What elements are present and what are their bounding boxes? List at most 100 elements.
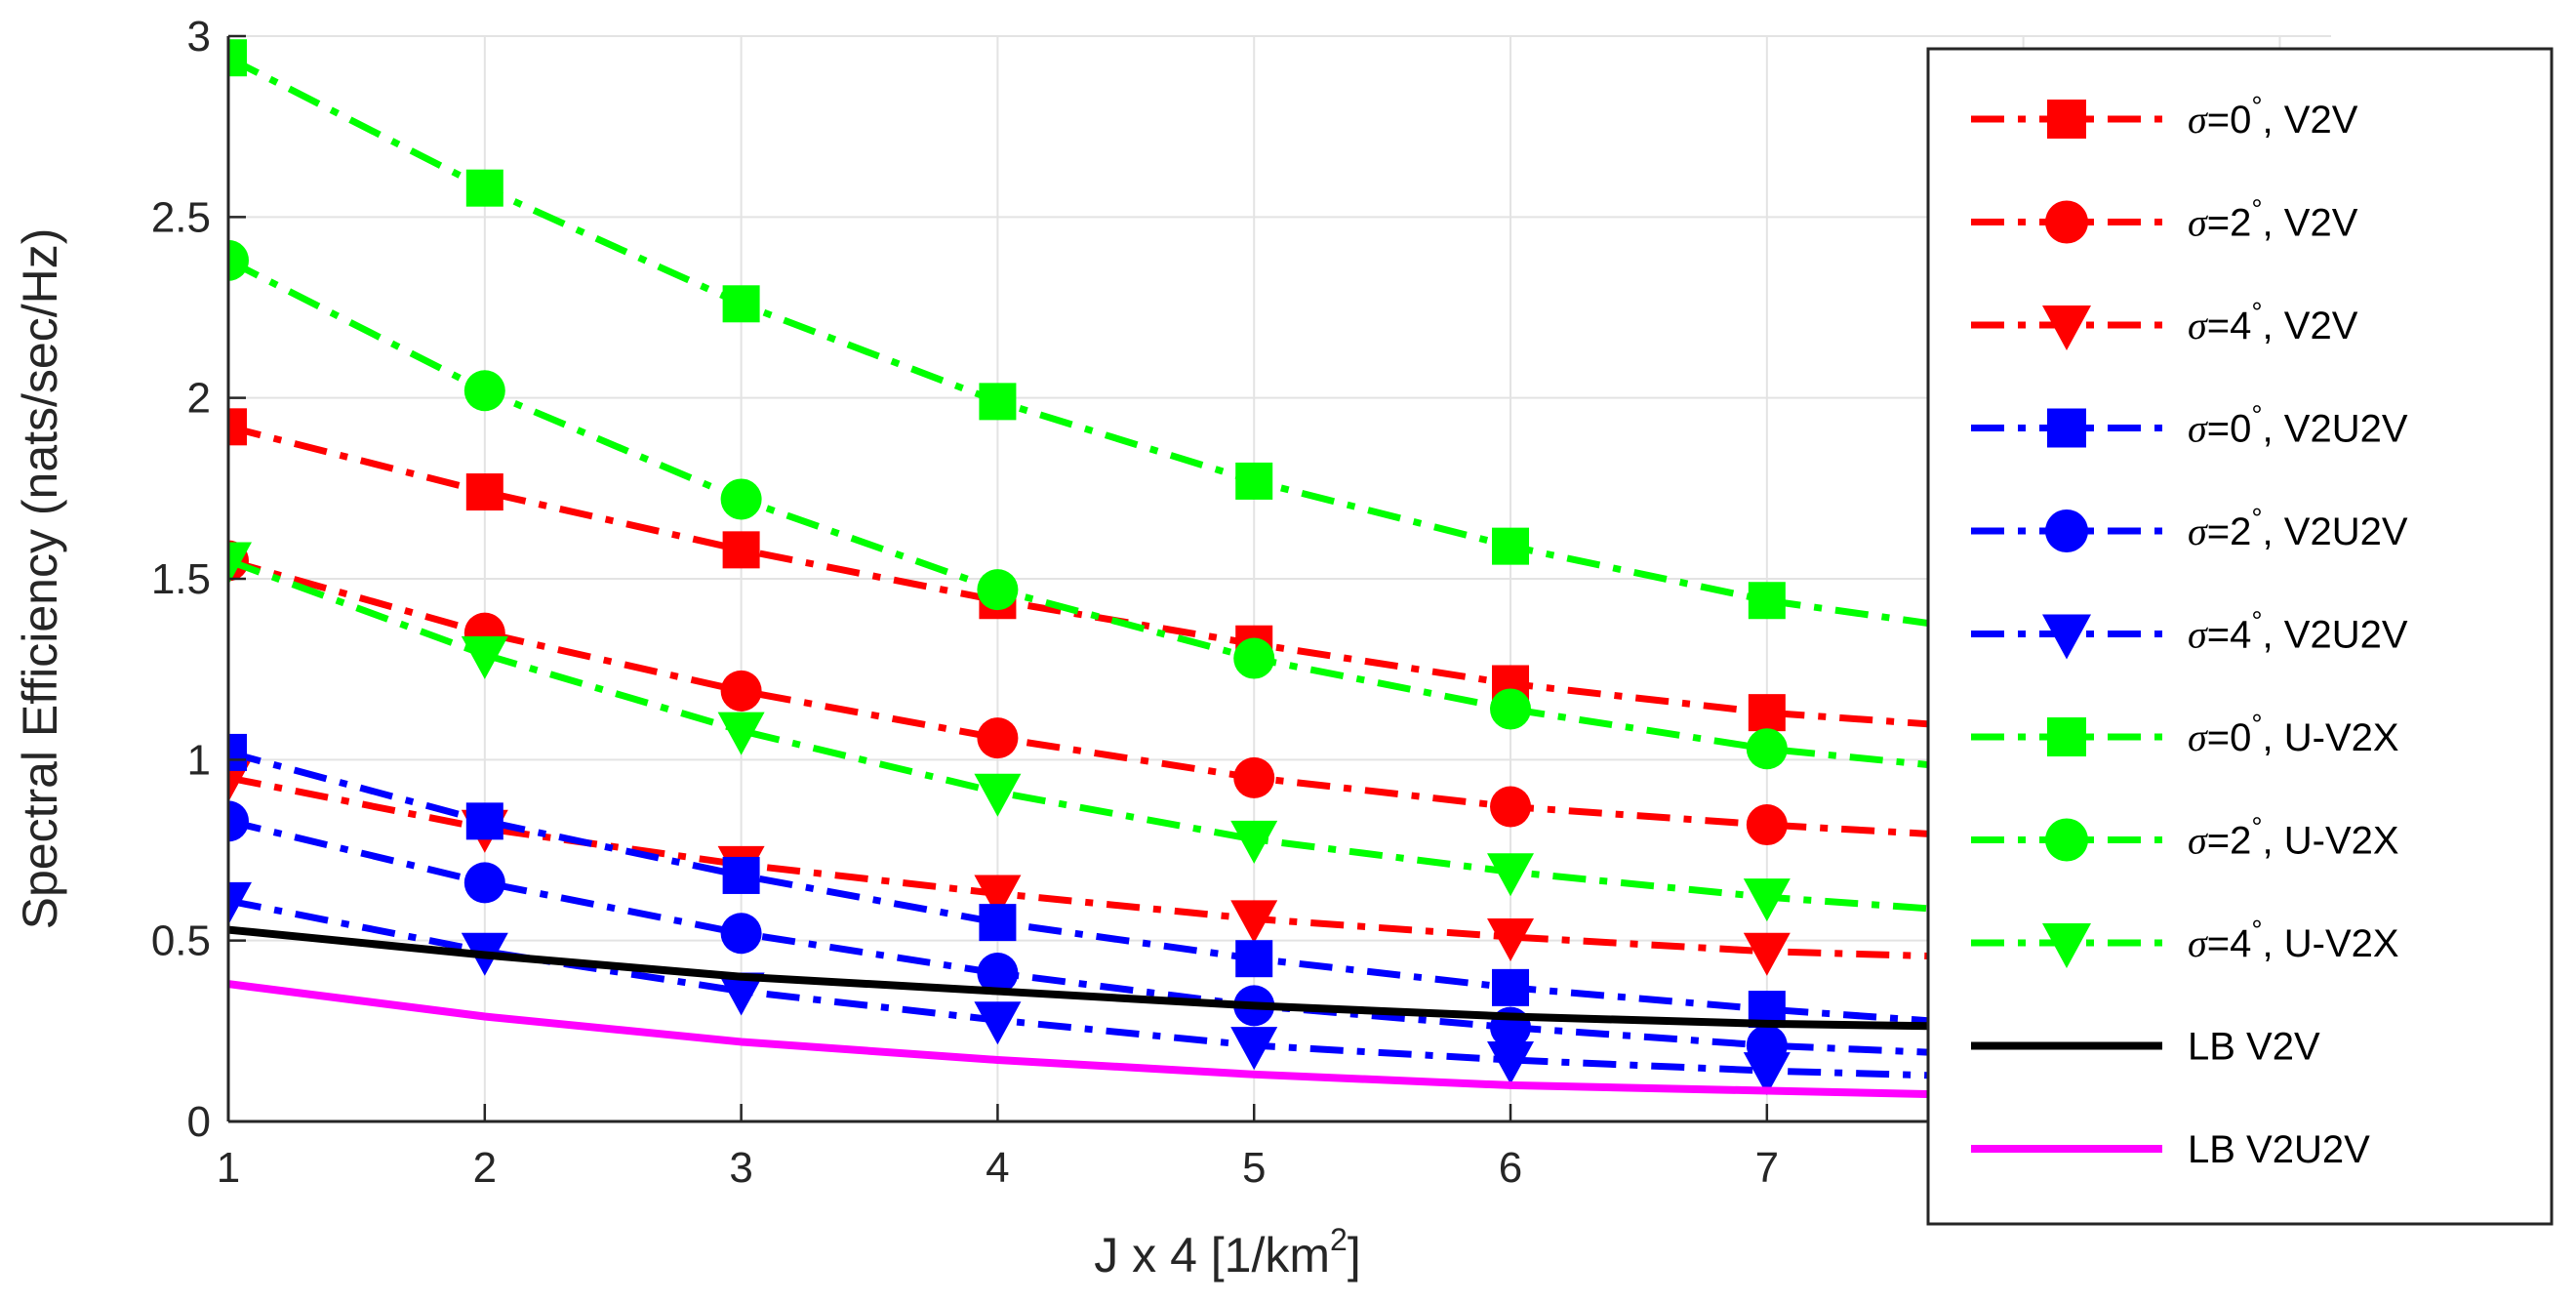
data-point [1487,917,1535,961]
data-point [1490,688,1532,730]
legend-marker [2045,200,2088,244]
legend-entry: σ=0°, V2U2V [1971,400,2408,451]
legend-marker [2047,717,2086,756]
data-point [463,370,505,412]
series-group [228,39,2304,1110]
legend-label: σ=0°, U-V2X [2188,709,2399,759]
data-point [722,285,760,323]
data-point [1743,932,1791,976]
data-point [977,953,1019,995]
x-axis-label: J x 4 [1/km2] [1094,1222,1360,1283]
data-point [1748,582,1786,620]
data-point [1487,1040,1535,1084]
data-point [1746,804,1788,846]
legend-label: σ=4°, U-V2X [2188,915,2399,965]
x-tick-label: 1 [217,1144,240,1192]
legend-label: σ=4°, V2V [2188,297,2358,347]
legend-marker [2045,818,2088,862]
data-point [228,408,247,446]
legend-entry: LB V2V [1971,1026,2320,1069]
legend-label: σ=0°, V2U2V [2188,400,2408,451]
x-tick-label: 7 [1755,1144,1779,1192]
x-tick-label: 3 [729,1144,752,1192]
legend-marker [2047,100,2086,139]
data-point [465,802,503,840]
legend-entry: σ=0°, U-V2X [1971,709,2399,759]
legend: σ=0°, V2V σ=2°, V2V σ=4°, V2V σ=0°, V2U2V σ=… [1926,47,2554,1226]
legend-marker [2047,408,2086,448]
data-point [228,881,252,925]
legend-marker [2045,509,2088,552]
data-point [228,733,247,771]
legend-entry: σ=2°, U-V2X [1971,812,2399,863]
data-point [1235,462,1273,500]
data-point [717,972,765,1016]
data-point [1743,1052,1791,1096]
data-point [465,169,503,207]
x-axis-label-superscript: 2 [1330,1222,1348,1257]
x-axis-label-main: J x 4 [1/km [1094,1228,1330,1283]
data-point [974,1001,1022,1045]
x-tick-label: 4 [986,1144,1009,1192]
data-point [1487,853,1535,897]
data-point [977,569,1019,611]
x-tick-label: 5 [1242,1144,1266,1192]
data-point [1748,694,1786,732]
x-tick-label: 2 [473,1144,497,1192]
legend-label: LB V2U2V [2188,1128,2370,1171]
legend-entry: σ=2°, V2V [1971,194,2358,245]
data-point [974,773,1022,817]
legend-entry: σ=4°, U-V2X [1971,915,2399,968]
data-point [722,856,760,894]
data-point [228,542,252,586]
data-point [717,712,765,755]
data-point [1233,637,1275,679]
legend-box [1926,47,2554,1226]
data-point [1492,968,1530,1006]
data-point [1230,1027,1278,1071]
y-tick-label: 2.5 [151,193,211,241]
data-point [1235,940,1273,978]
data-point [1230,900,1278,944]
y-tick-label: 0 [187,1098,211,1146]
data-point [722,531,760,569]
data-point [228,800,249,842]
data-point [1743,878,1791,922]
legend-entry: LB V2U2V [1971,1128,2370,1171]
y-tick-label: 2 [187,375,211,423]
legend-label: σ=2°, V2U2V [2188,503,2408,553]
y-tick-label: 1.5 [151,555,211,603]
legend-entry: σ=2°, V2U2V [1971,503,2408,553]
legend-entry: σ=4°, V2U2V [1971,606,2408,660]
axes: 12345678900.511.522.53 [151,13,2331,1192]
legend-label: σ=2°, V2V [2188,194,2358,245]
series-line [228,557,2280,926]
data-point [1233,756,1275,798]
legend-label: σ=0°, V2V [2188,91,2358,142]
data-point [465,473,503,511]
data-point [974,875,1022,918]
legend-marker [2042,923,2091,968]
legend-entry: σ=4°, V2V [1971,297,2358,350]
legend-entry: σ=0°, V2V [1971,91,2358,142]
x-tick-label: 6 [1499,1144,1522,1192]
data-point [1490,786,1532,828]
y-axis-label: Spectral Efficiency (nats/sec/Hz) [13,228,67,930]
data-point [1746,728,1788,770]
data-point [228,239,249,281]
x-axis-label-suffix: ] [1348,1228,1361,1283]
legend-label: σ=4°, V2U2V [2188,606,2408,657]
y-tick-label: 3 [187,13,211,61]
y-tick-label: 1 [187,736,211,784]
data-point [463,862,505,904]
data-point [1492,527,1530,565]
data-point [720,913,762,955]
legend-marker [2042,305,2091,350]
legend-label: σ=2°, U-V2X [2188,812,2399,863]
data-point [979,904,1017,942]
legend-marker [2042,614,2091,660]
data-point [979,383,1017,421]
y-tick-label: 0.5 [151,917,211,965]
legend-label: LB V2V [2188,1026,2320,1069]
